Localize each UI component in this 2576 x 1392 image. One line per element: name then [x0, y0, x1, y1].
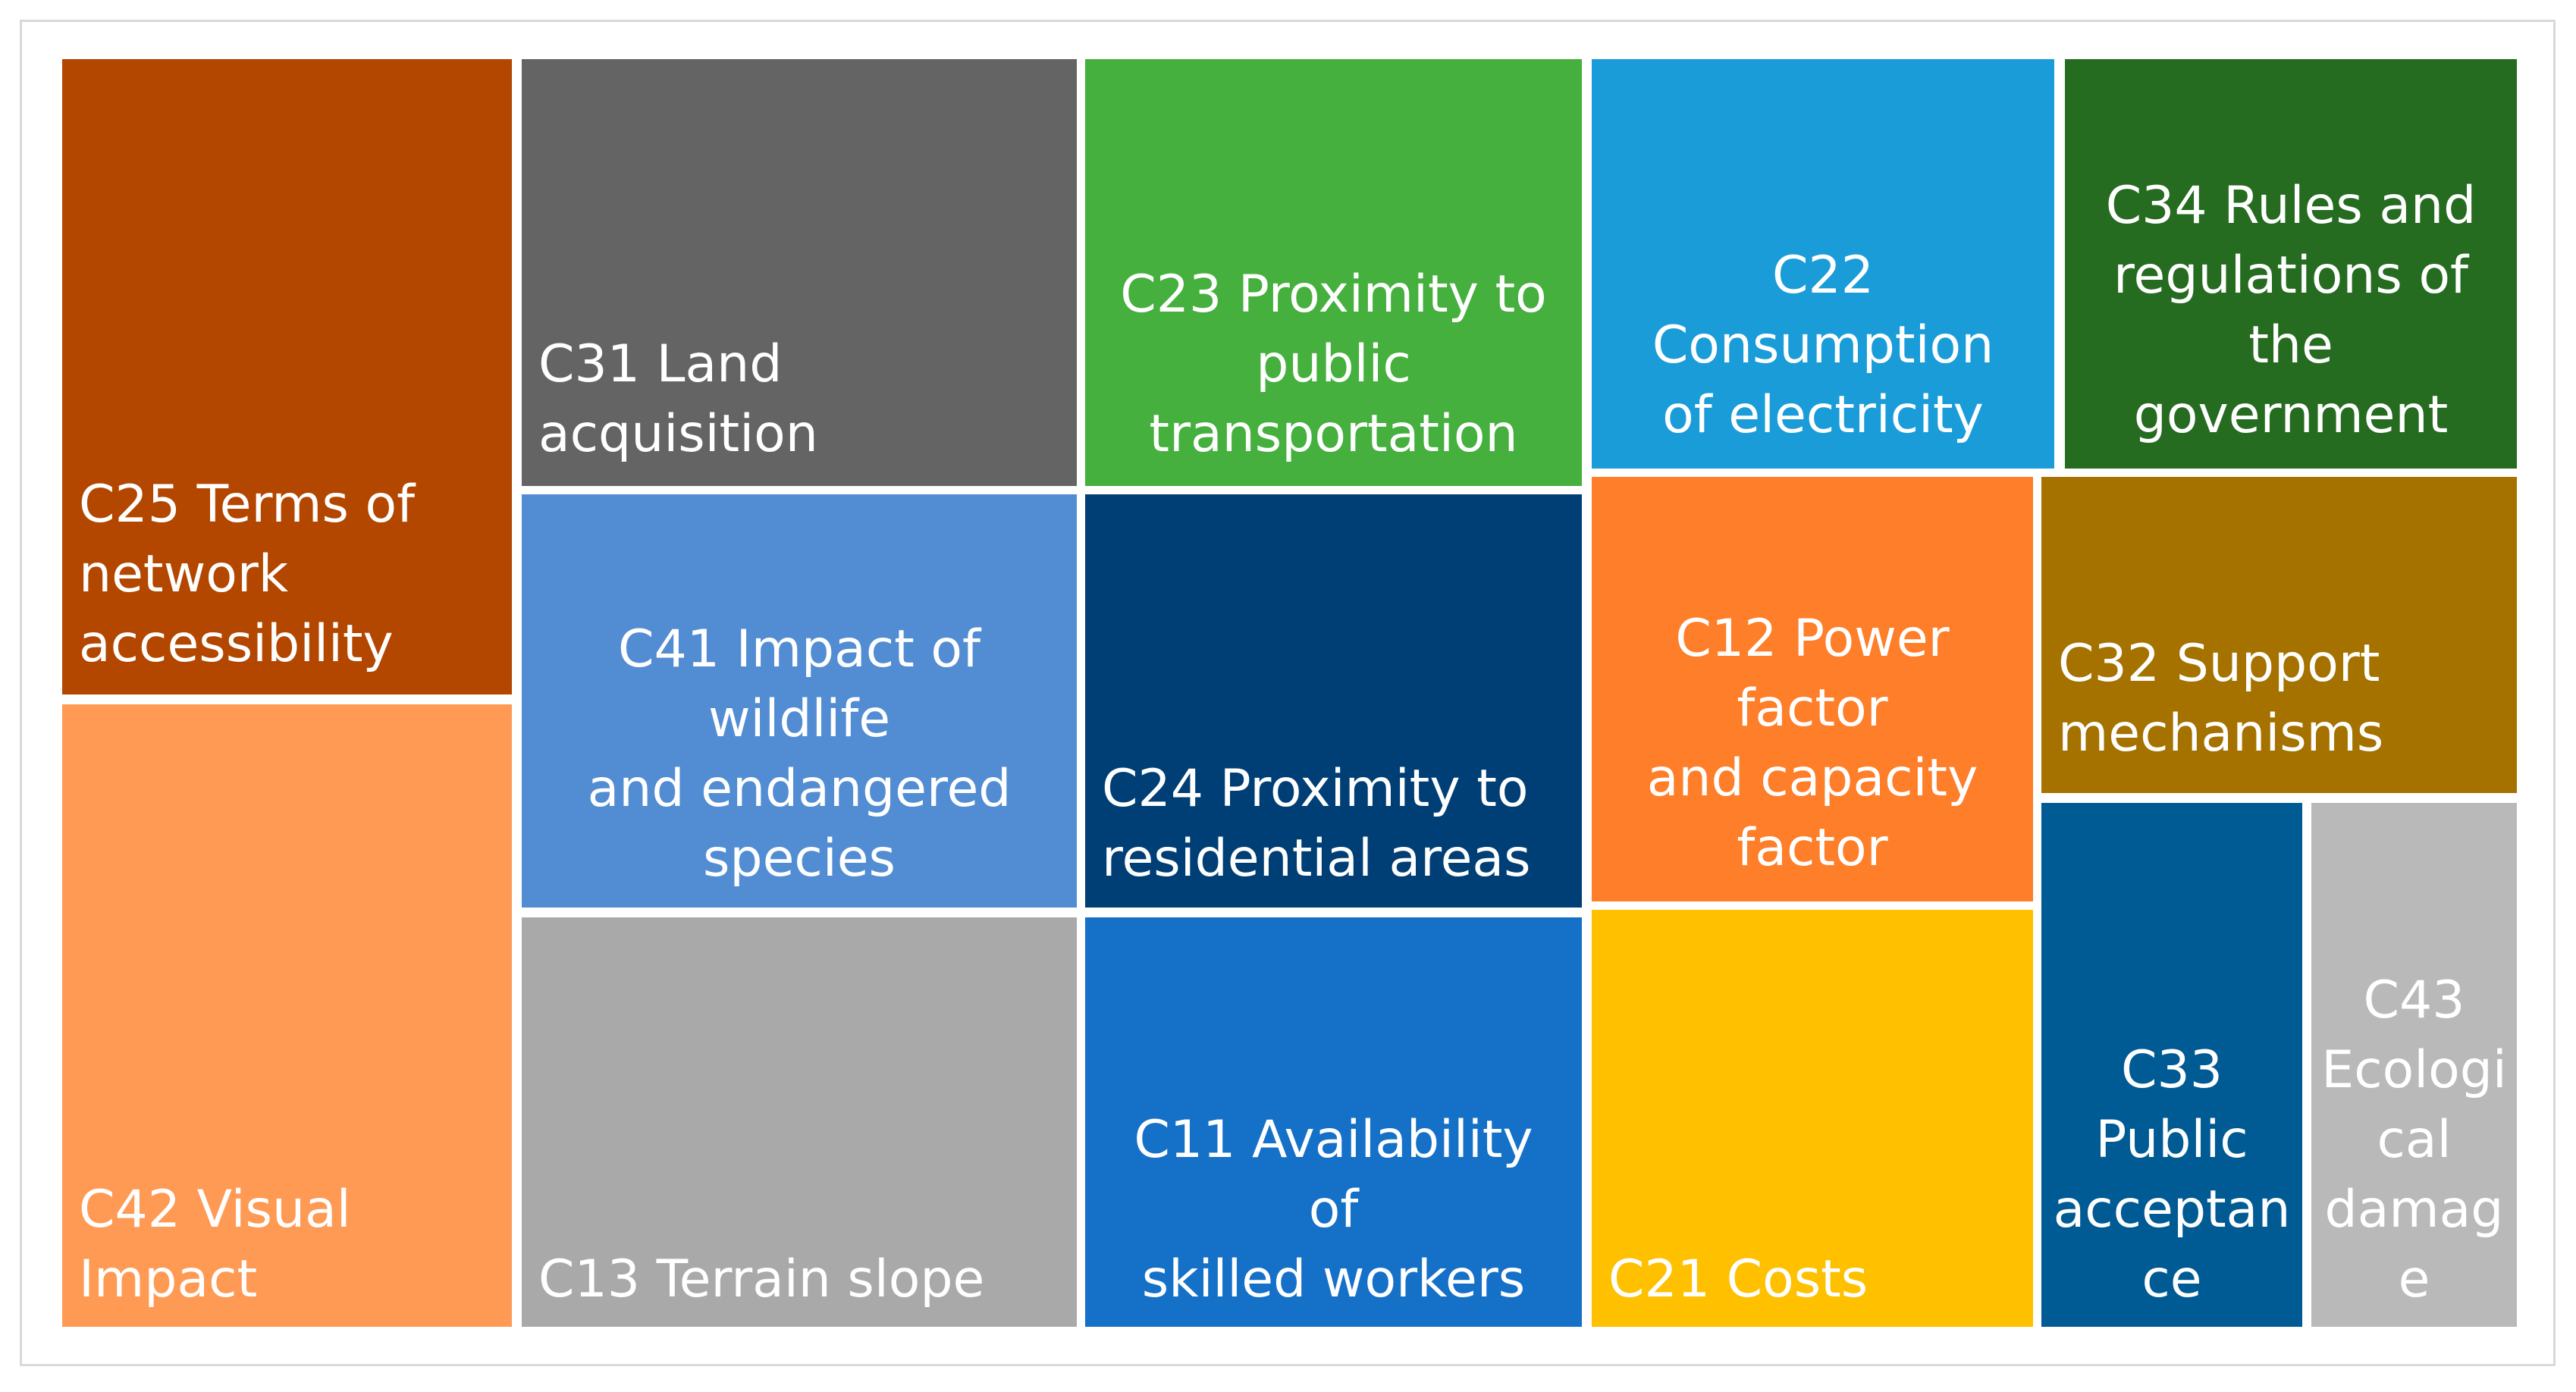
- tile-label-line: C13 Terrain slope: [538, 1249, 985, 1309]
- tile-label-line: residential areas: [1102, 829, 1531, 889]
- treemap-tile-c23: C23 Proximity to public transportation: [1085, 59, 1582, 486]
- tile-label-line: C11 Availability of: [1134, 1110, 1533, 1240]
- treemap-tile-c41: C41 Impact of wildlife and endangered spec…: [522, 494, 1077, 908]
- tile-label-line: skilled workers: [1141, 1249, 1526, 1309]
- tile-label-line: C33: [2120, 1040, 2223, 1100]
- tile-label-line: C42 Visual Impact: [79, 1180, 351, 1309]
- tile-label-line: C12 Power factor: [1675, 609, 1950, 738]
- treemap-tile-c31: C31 Land acquisition: [522, 59, 1077, 486]
- tile-label-line: C32 Support: [2058, 634, 2380, 694]
- tile-label-line: and endangered: [587, 759, 1012, 819]
- tile-label-line: C23 Proximity to: [1120, 265, 1547, 324]
- tile-label-line: C25 Terms of: [79, 475, 416, 535]
- tile-label-line: ce: [2141, 1249, 2202, 1309]
- tile-label-line: C22 Consumption: [1652, 246, 1994, 375]
- tile-label-line: damag: [2324, 1180, 2504, 1240]
- tile-label-line: species: [703, 829, 896, 889]
- treemap-tile-c12: C12 Power factor and capacity factor: [1592, 477, 2033, 901]
- tile-label-line: cal: [2377, 1110, 2452, 1170]
- tile-label-line: e: [2398, 1249, 2430, 1309]
- tile-label-line: mechanisms: [2058, 704, 2384, 763]
- tile-label-line: transportation: [1149, 404, 1518, 464]
- tile-label-line: regulations of the: [2113, 246, 2468, 375]
- tile-label-line: C31 Land acquisition: [538, 334, 818, 464]
- treemap-tile-c25: C25 Terms of network accessibility: [62, 59, 512, 694]
- tile-label-line: Public: [2095, 1110, 2248, 1170]
- tile-label-line: C43: [2363, 970, 2465, 1030]
- treemap-tile-c11: C11 Availability of skilled workers: [1085, 917, 1582, 1327]
- tile-label-line: acceptan: [2053, 1180, 2291, 1240]
- tile-label-line: government: [2133, 385, 2449, 445]
- tile-label-line: Ecologi: [2321, 1040, 2507, 1100]
- treemap-tile-c22: C22 Consumption of electricity: [1592, 59, 2054, 469]
- tile-label-line: accessibility: [79, 614, 394, 674]
- tile-label-line: C21 Costs: [1608, 1249, 1868, 1309]
- tile-label-line: network: [79, 544, 289, 604]
- tile-label-line: of electricity: [1662, 385, 1984, 445]
- treemap-tile-c42: C42 Visual Impact: [62, 704, 512, 1327]
- tile-label-line: C24 Proximity to: [1102, 759, 1529, 819]
- treemap-tile-c24: C24 Proximity to residential areas: [1085, 494, 1582, 908]
- tile-label-line: factor: [1737, 818, 1888, 878]
- tile-label-line: public: [1256, 334, 1411, 394]
- tile-label-line: C41 Impact of wildlife: [618, 619, 981, 749]
- treemap-tile-c43: C43 Ecologi cal damag e: [2311, 803, 2517, 1327]
- treemap-tile-c34: C34 Rules and regulations of the governmen…: [2065, 59, 2517, 469]
- treemap-tile-c33: C33 Public acceptan ce: [2041, 803, 2302, 1327]
- treemap-tile-c21: C21 Costs: [1592, 910, 2033, 1327]
- treemap-tile-c32: C32 Support mechanisms: [2041, 477, 2517, 793]
- tile-label-line: and capacity: [1646, 748, 1978, 808]
- treemap-tile-c13: C13 Terrain slope: [522, 917, 1077, 1327]
- tile-label-line: C34 Rules and: [2105, 176, 2477, 236]
